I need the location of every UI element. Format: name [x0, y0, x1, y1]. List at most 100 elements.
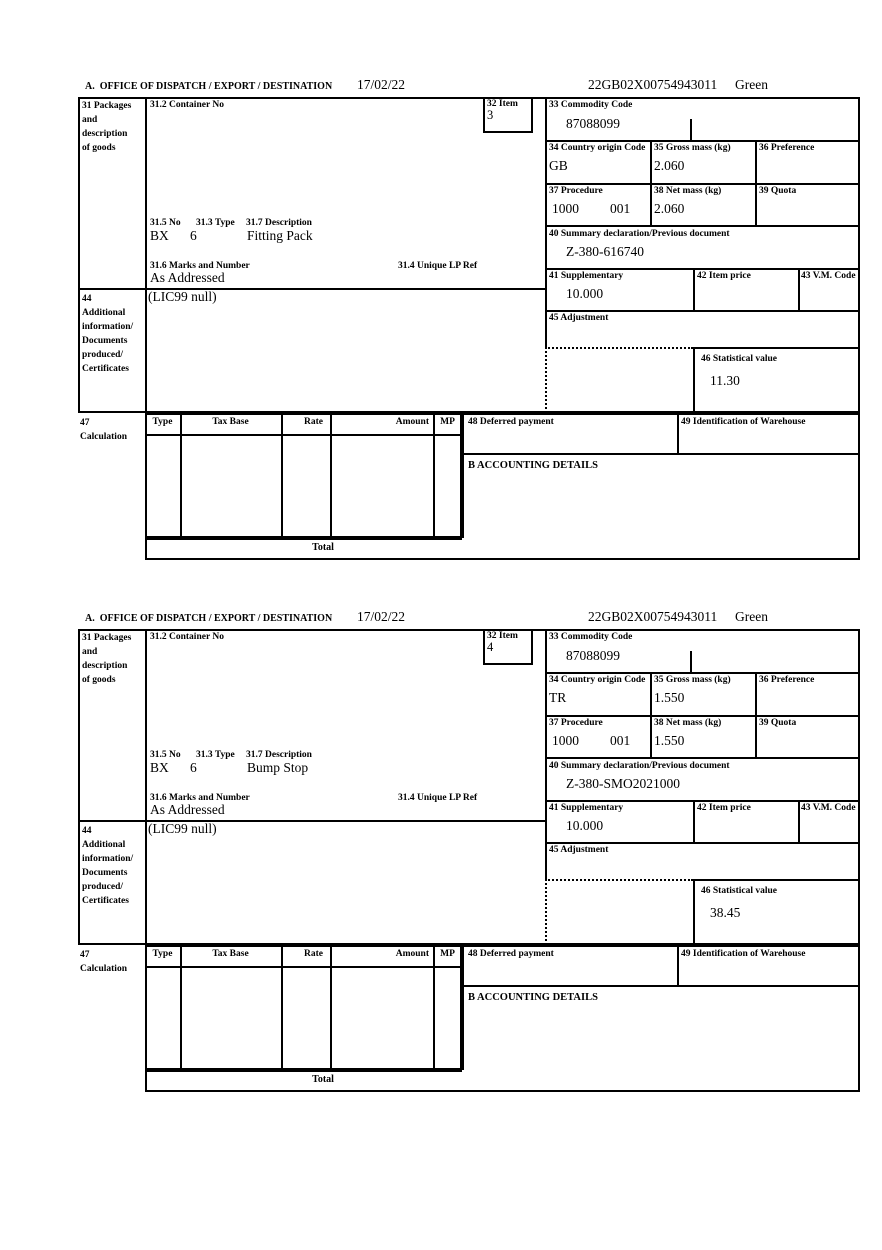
deferred-payment-label: 48 Deferred payment	[468, 949, 554, 959]
commodity-code-label: 33 Commodity Code	[549, 632, 633, 642]
total-label: Total	[312, 542, 334, 553]
previous-document-value: Z-380-616740	[566, 244, 644, 259]
accounting-left-border	[462, 987, 464, 1070]
container-no-label: 31.2 Container No	[150, 632, 224, 642]
mrn-value: 22GB02X00754943011	[588, 609, 718, 624]
route-value: Green	[735, 77, 768, 92]
box32-border	[483, 97, 533, 133]
row-line-31-44	[78, 820, 545, 822]
package-no-value: BX	[150, 228, 169, 243]
preference-label: 36 Preference	[759, 143, 815, 153]
accounting-details-label: B ACCOUNTING DETAILS	[468, 460, 598, 471]
calc-col-line-taxbase	[281, 945, 283, 1070]
box46-border	[693, 879, 860, 945]
previous-document-label: 40 Summary declaration/Previous document	[549, 229, 730, 239]
row-line-33-34	[545, 672, 860, 674]
additional-information-value: (LIC99 null)	[148, 821, 217, 836]
vm-code-label: 43 V.M. Code	[801, 271, 856, 281]
calc-col-mp: MP	[440, 949, 455, 959]
description-label: 31.7 Description	[246, 218, 312, 228]
package-type-value: 6	[190, 228, 197, 243]
declaration-date: 17/02/22	[357, 609, 406, 624]
label-column-divider	[145, 629, 147, 1092]
dotted-vertical-line	[545, 347, 547, 413]
description-value: Bump Stop	[247, 760, 309, 775]
box44-label: 44 Additional information/ Documents pro…	[82, 294, 134, 374]
right-column-divider	[545, 97, 547, 347]
package-type-value: 6	[190, 760, 197, 775]
declaration-date: 17/02/22	[357, 77, 406, 92]
calc-col-type: Type	[152, 949, 173, 959]
row-line-34-37	[545, 715, 860, 717]
container-no-label: 31.2 Container No	[150, 100, 224, 110]
commodity-code-label: 33 Commodity Code	[549, 100, 633, 110]
row-line-41-45	[545, 842, 860, 844]
calc-col-amount: Amount	[395, 949, 429, 959]
previous-document-label: 40 Summary declaration/Previous document	[549, 761, 730, 771]
col-line-42-43	[798, 268, 800, 310]
warehouse-label: 49 Identification of Warehouse	[681, 417, 806, 427]
description-value: Fitting Pack	[247, 228, 313, 243]
dotted-horizontal-line	[545, 347, 693, 349]
row-line-40-41	[545, 268, 860, 270]
package-type-label: 31.3 Type	[196, 750, 235, 760]
calc-col-taxbase: Tax Base	[212, 417, 249, 427]
declaration-item-block: A. OFFICE OF DISPATCH / EXPORT / DESTINA…	[78, 77, 860, 560]
col-line-41-42	[693, 268, 695, 310]
country-origin-value: TR	[549, 690, 567, 705]
box46-border	[693, 347, 860, 413]
accounting-left-border	[462, 455, 464, 538]
col-line-35-36	[755, 140, 757, 225]
gross-mass-label: 35 Gross mass (kg)	[654, 675, 731, 685]
procedure-extra-value: 001	[610, 201, 631, 216]
statistical-value-label: 46 Statistical value	[701, 354, 777, 364]
additional-information-value: (LIC99 null)	[148, 289, 217, 304]
calc-col-line-amount	[433, 413, 435, 538]
box31-label: 31 Packages and description of goods	[82, 101, 132, 153]
supplementary-label: 41 Supplementary	[549, 271, 624, 281]
procedure-label: 37 Procedure	[549, 186, 603, 196]
route-value: Green	[735, 609, 768, 624]
calculation-header-line	[145, 966, 462, 968]
preference-label: 36 Preference	[759, 675, 815, 685]
calc-col-mp: MP	[440, 417, 455, 427]
dotted-vertical-line	[545, 879, 547, 945]
row-line-37-40	[545, 757, 860, 759]
item-label: 32 Item	[487, 631, 518, 641]
dotted-horizontal-line	[545, 879, 693, 881]
item-outer-border	[78, 629, 860, 945]
box44-label: 44 Additional information/ Documents pro…	[82, 826, 134, 906]
label-column-divider	[145, 97, 147, 560]
accounting-right-border	[858, 455, 860, 560]
country-origin-label: 34 Country origin Code	[549, 143, 646, 153]
package-no-label: 31.5 No	[150, 218, 181, 228]
commodity-code-value: 87088099	[566, 648, 620, 663]
box47-label: 47 Calculation	[80, 950, 127, 974]
item-number: 4	[487, 640, 494, 654]
calc-col-rate: Rate	[304, 949, 323, 959]
item-price-label: 42 Item price	[697, 271, 751, 281]
procedure-label: 37 Procedure	[549, 718, 603, 728]
box31-label: 31 Packages and description of goods	[82, 633, 132, 685]
total-label: Total	[312, 1074, 334, 1085]
mrn-value: 22GB02X00754943011	[588, 77, 718, 92]
right-column-divider	[545, 629, 547, 879]
accounting-details-label: B ACCOUNTING DETAILS	[468, 992, 598, 1003]
gross-mass-value: 1.550	[654, 690, 685, 705]
statistical-value-label: 46 Statistical value	[701, 886, 777, 896]
deferred-payment-label: 48 Deferred payment	[468, 417, 554, 427]
office-of-dispatch-label: A. OFFICE OF DISPATCH / EXPORT / DESTINA…	[85, 81, 333, 92]
col-line-42-43	[798, 800, 800, 842]
calc-col-line-rate	[330, 413, 332, 538]
col-line-34-35	[650, 140, 652, 225]
row-line-40-41	[545, 800, 860, 802]
item-label: 32 Item	[487, 99, 518, 109]
supplementary-label: 41 Supplementary	[549, 803, 624, 813]
warehouse-label: 49 Identification of Warehouse	[681, 949, 806, 959]
row-line-33-34	[545, 140, 860, 142]
country-origin-value: GB	[549, 158, 568, 173]
declaration-item-block: A. OFFICE OF DISPATCH / EXPORT / DESTINA…	[78, 609, 860, 1092]
item-outer-border	[78, 97, 860, 413]
box32-border	[483, 629, 533, 665]
